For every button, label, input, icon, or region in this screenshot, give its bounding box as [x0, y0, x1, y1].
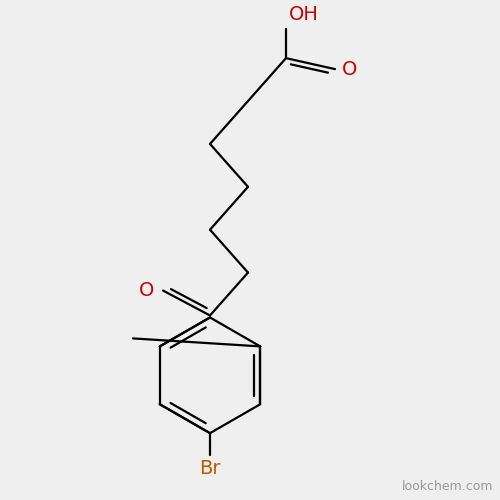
- Text: Br: Br: [199, 459, 221, 478]
- Text: lookchem.com: lookchem.com: [402, 480, 493, 493]
- Text: O: O: [138, 281, 154, 300]
- Text: O: O: [342, 60, 357, 78]
- Text: OH: OH: [289, 5, 319, 24]
